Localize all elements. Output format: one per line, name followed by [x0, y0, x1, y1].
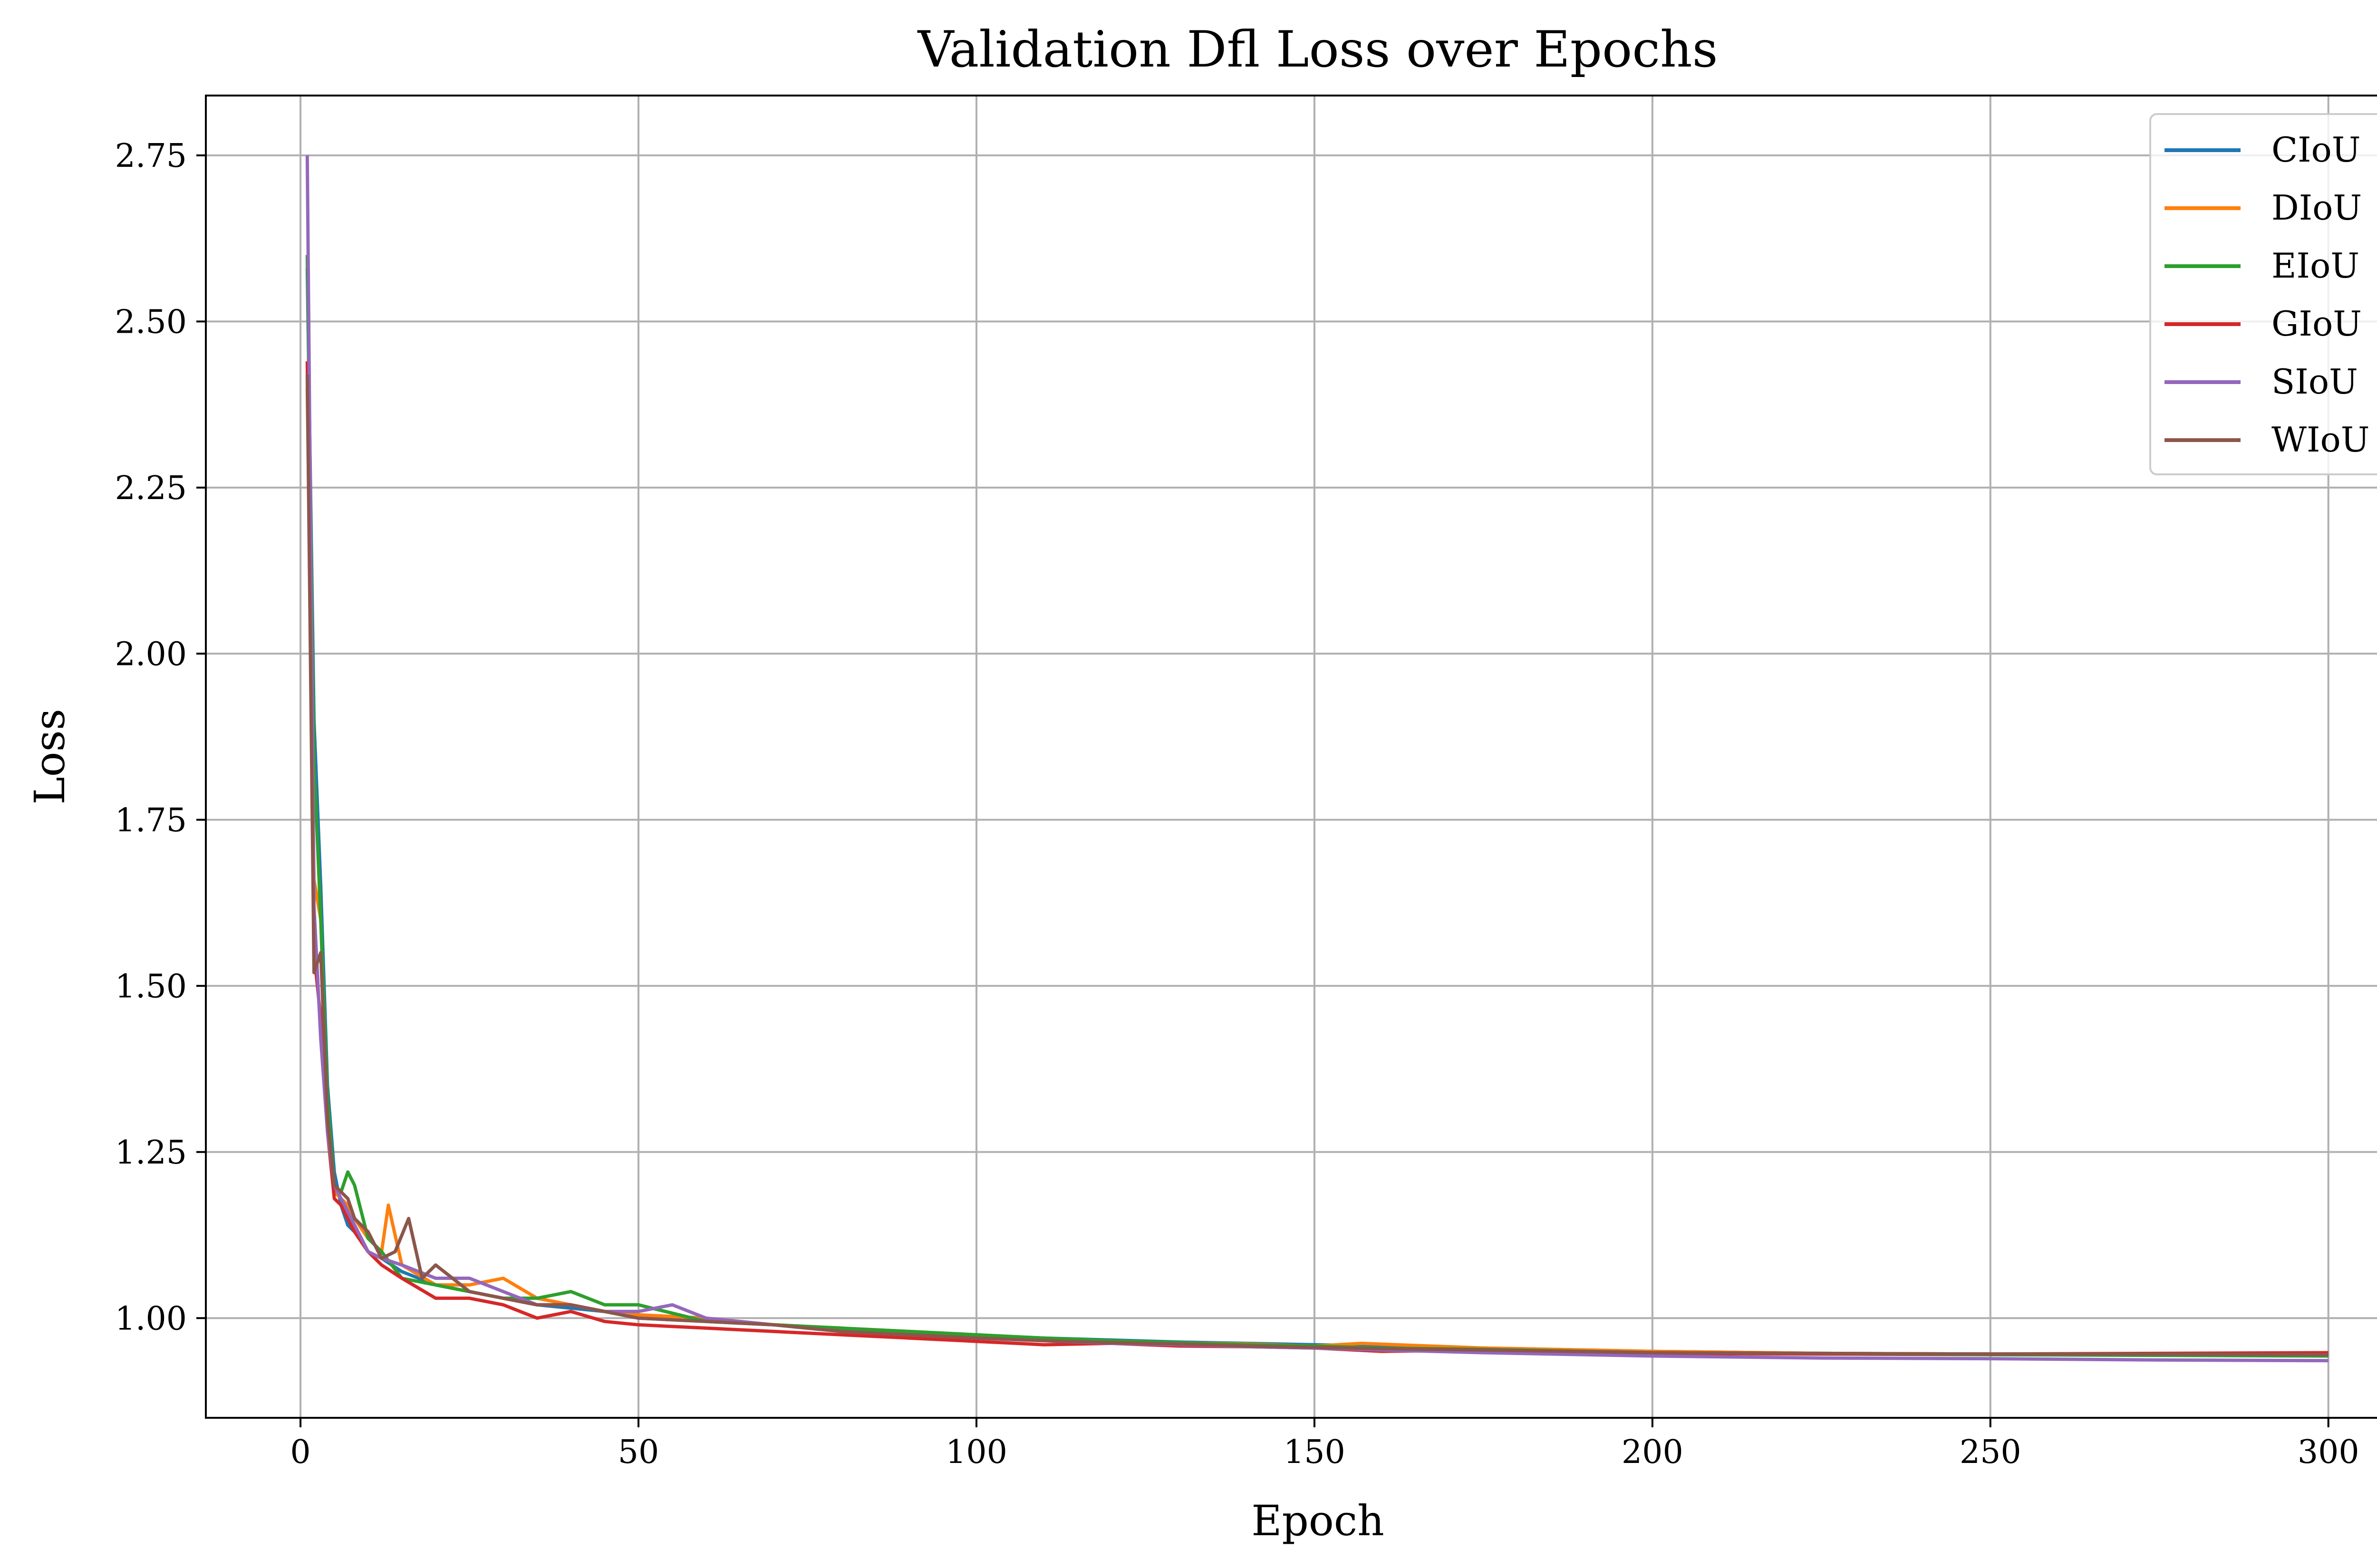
y-tick-label: 2.75 [115, 137, 187, 175]
legend-box [2149, 113, 2377, 475]
legend-label: SIoU [2271, 362, 2358, 402]
x-tick-label: 0 [290, 1433, 310, 1471]
legend-label: WIoU [2271, 420, 2369, 460]
series-line-wiou [305, 375, 2329, 1356]
axis-ticks: 0 50 100 150 200 250 300 1.00 1.25 1.50 1.75 2.00 2.… [115, 137, 2359, 1471]
plot-frame [205, 95, 2377, 1419]
legend-label: CIoU [2271, 130, 2361, 170]
legend: CIoU DIoU EIoU GIoU SIoU WIoU [2149, 113, 2377, 475]
x-axis-label: Epoch [1251, 1496, 1384, 1545]
x-tick-label: 300 [2298, 1433, 2359, 1471]
y-axis-label: Loss [25, 709, 74, 805]
x-tick-label: 100 [946, 1433, 1007, 1471]
y-tick-label: 2.50 [115, 303, 187, 341]
y-tick-label: 1.25 [115, 1134, 187, 1172]
x-tick-label: 250 [1960, 1433, 2021, 1471]
y-tick-label: 2.00 [115, 635, 187, 673]
series-lines [305, 155, 2329, 1363]
x-tick-label: 150 [1284, 1433, 1345, 1471]
chart-title: Validation Dfl Loss over Epochs [917, 20, 1718, 78]
y-tick-label: 1.75 [115, 802, 187, 839]
x-tick-label: 50 [618, 1433, 659, 1471]
y-tick-label: 1.00 [115, 1300, 187, 1337]
grid [206, 96, 2377, 1418]
y-tick-label: 2.25 [115, 470, 187, 507]
x-tick-label: 200 [1622, 1433, 1683, 1471]
legend-label: DIoU [2271, 188, 2362, 228]
legend-label: GIoU [2271, 304, 2362, 344]
y-tick-label: 1.50 [115, 968, 187, 1005]
legend-label: EIoU [2271, 246, 2359, 286]
